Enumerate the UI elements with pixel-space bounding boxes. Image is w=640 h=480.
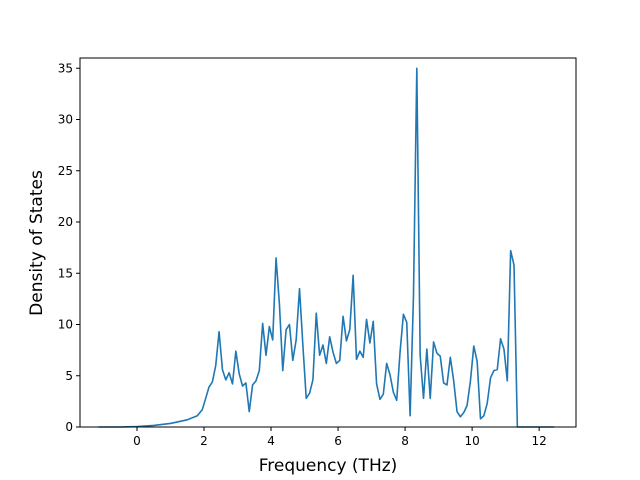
x-tick-label: 12 [531,434,546,448]
y-tick-label: 30 [58,113,73,127]
dos-series-line [98,67,555,428]
y-tick-label: 10 [58,318,73,332]
y-axis-label: Density of States [27,170,47,316]
y-tick-label: 15 [58,266,73,280]
x-tick-label: 6 [334,434,342,448]
x-tick-label: 10 [464,434,479,448]
x-tick-label: 4 [267,434,275,448]
x-tick-label: 0 [133,434,141,448]
x-axis-label: Frequency (THz) [259,456,398,476]
plot-frame [79,57,577,428]
x-tick-label: 8 [401,434,409,448]
y-tick-label: 20 [58,215,73,229]
plot-area [98,67,555,428]
y-tick-label: 25 [58,164,73,178]
y-tick-label: 0 [65,420,73,434]
y-tick-label: 35 [58,61,73,75]
x-tick-label: 2 [200,434,208,448]
axis-ticks: 0 2 4 6 8 10 12 0 5 10 15 20 25 30 35 [58,61,547,448]
y-tick-label: 5 [65,369,73,383]
